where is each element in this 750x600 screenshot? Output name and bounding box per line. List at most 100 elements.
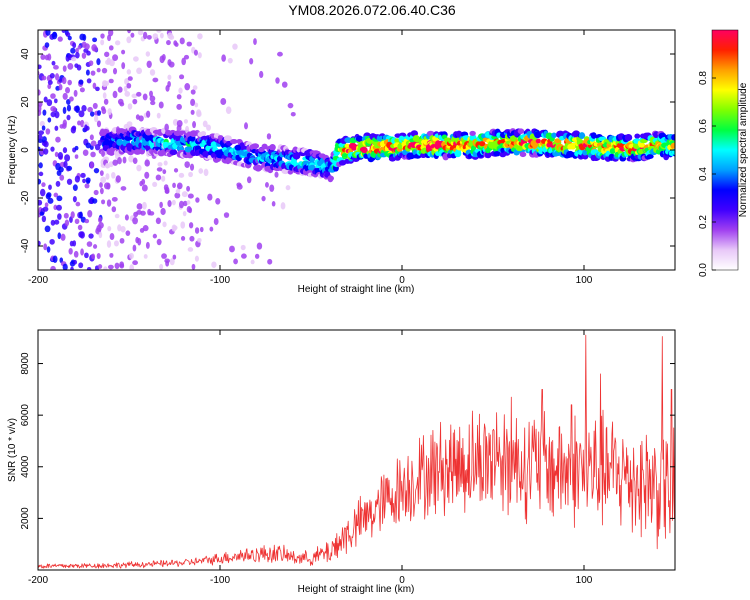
spectrogram-noise-cell: [96, 58, 101, 66]
spectrogram-noise-cell: [120, 186, 127, 191]
spectrogram-noise-cell: [150, 100, 156, 106]
spectrogram-noise-cell: [70, 47, 76, 54]
spectrogram-ytick-label: -20: [20, 190, 31, 205]
spectrogram-noise-cell: [179, 74, 185, 80]
spectrogram-noise-cell: [265, 182, 269, 188]
spectrogram-noise-cell: [47, 53, 52, 61]
spectrogram-noise-cell: [148, 211, 155, 216]
spectrogram-noise-cell: [42, 206, 49, 212]
spectrogram-cell: [261, 143, 268, 150]
spectrogram-noise-cell: [43, 96, 48, 103]
spectrogram-noise-cell: [198, 168, 204, 174]
spectrogram-noise-cell: [164, 123, 169, 132]
spectrogram-noise-cell: [244, 122, 248, 130]
spectrogram-noise-cell: [82, 178, 86, 184]
spectrogram-noise-cell: [250, 259, 255, 265]
spectrogram-cell: [671, 134, 675, 141]
spectrogram-noise-cell: [49, 238, 55, 245]
spectrogram-noise-cell: [149, 95, 156, 102]
spectrogram-noise-cell: [190, 109, 195, 115]
spectrogram-noise-cell: [73, 89, 78, 97]
spectrogram-noise-cell: [38, 240, 41, 246]
spectrogram-noise-cell: [112, 54, 119, 61]
spectrogram-noise-cell: [192, 85, 198, 91]
spectrogram-noise-cell: [172, 182, 176, 189]
spectrogram-noise-cell: [115, 175, 121, 183]
spectrogram-cell: [535, 138, 541, 144]
spectrogram-noise-cell: [152, 77, 159, 83]
spectrogram-noise-cell: [207, 193, 213, 201]
spectrogram-noise-cell: [125, 230, 131, 236]
spectrogram-noise-cell: [195, 197, 200, 203]
snr-series-line: [38, 334, 675, 569]
spectrogram-noise-cell: [105, 173, 110, 180]
spectrogram-cell: [406, 152, 413, 159]
spectrogram-noise-cell: [117, 157, 122, 165]
spectrogram-noise-cell: [162, 221, 167, 228]
spectrogram-noise-cell: [271, 201, 276, 207]
spectrogram-noise-cell: [117, 224, 122, 232]
spectrogram-noise-cell: [54, 151, 59, 158]
spectrogram-noise-cell: [90, 151, 96, 158]
spectrogram-noise-cell: [171, 199, 176, 206]
spectrogram-noise-cell: [39, 120, 45, 127]
spectrogram-noise-cell: [254, 253, 260, 259]
spectrogram-cell: [309, 164, 316, 170]
spectrogram-noise-cell: [156, 167, 163, 172]
spectrogram-noise-cell: [168, 34, 175, 40]
colorbar-gradient: [711, 29, 739, 271]
spectrogram-noise-cell: [92, 82, 97, 89]
spectrogram-noise-cell: [174, 192, 181, 199]
spectrogram-noise-cell: [100, 33, 105, 39]
spectrogram-noise-cell: [159, 263, 164, 270]
spectrogram-noise-cell: [78, 262, 84, 269]
spectrogram-noise-cell: [97, 110, 102, 116]
spectrogram-noise-cell: [188, 171, 193, 178]
spectrogram-noise-cell: [108, 59, 115, 67]
spectrogram-noise-cell: [162, 169, 167, 175]
spectrogram-noise-cell: [45, 30, 51, 36]
spectrogram-noise-cell: [146, 60, 152, 69]
spectrogram-noise-cell: [117, 86, 123, 93]
spectrogram-noise-cell: [199, 226, 204, 233]
spectrogram-noise-cell: [181, 191, 188, 198]
spectrogram-noise-cell: [190, 89, 196, 95]
spectrogram-noise-cell: [124, 90, 131, 97]
spectrogram-noise-cell: [246, 176, 252, 184]
spectrogram-noise-cell: [38, 64, 42, 70]
spectrogram-noise-cell: [43, 243, 48, 251]
spectrogram-noise-cell: [99, 181, 103, 188]
spectrogram-noise-cell: [188, 222, 194, 229]
spectrogram-noise-cell: [75, 201, 81, 207]
spectrogram-noise-cell: [163, 160, 168, 166]
spectrogram-noise-cell: [84, 252, 89, 259]
spectrogram-xtick-label: -100: [210, 275, 230, 286]
spectrogram-noise-cell: [146, 110, 151, 118]
snr-ytick-label: 2000: [20, 507, 31, 530]
spectrogram-noise-cell: [86, 241, 93, 247]
spectrogram-noise-cell: [55, 136, 61, 143]
spectrogram-noise-cell: [241, 253, 247, 259]
spectrogram-cell: [551, 132, 557, 139]
spectrogram-noise-cell: [93, 46, 98, 53]
spectrogram-noise-cell: [197, 52, 202, 59]
spectrogram-noise-cell: [75, 47, 79, 54]
spectrogram-cells: [38, 30, 675, 270]
spectrogram-noise-cell: [50, 106, 57, 112]
spectrogram-noise-cell: [161, 175, 166, 182]
spectrogram-noise-cell: [253, 38, 257, 45]
spectrogram-cell: [394, 138, 401, 144]
spectrogram-noise-cell: [178, 87, 183, 94]
spectrogram-noise-cell: [114, 240, 119, 247]
spectrogram-noise-cell: [106, 240, 112, 248]
spectrogram-cell: [175, 135, 181, 142]
spectrogram-noise-cell: [97, 216, 103, 223]
spectrogram-noise-cell: [46, 246, 51, 253]
spectrogram-noise-cell: [249, 58, 254, 65]
colorbar-tick-label: 0.4: [698, 167, 709, 181]
spectrogram-noise-cell: [141, 184, 148, 192]
spectrogram-noise-cell: [87, 106, 93, 113]
spectrogram-noise-cell: [261, 195, 266, 202]
spectrogram-noise-cell: [146, 34, 152, 40]
